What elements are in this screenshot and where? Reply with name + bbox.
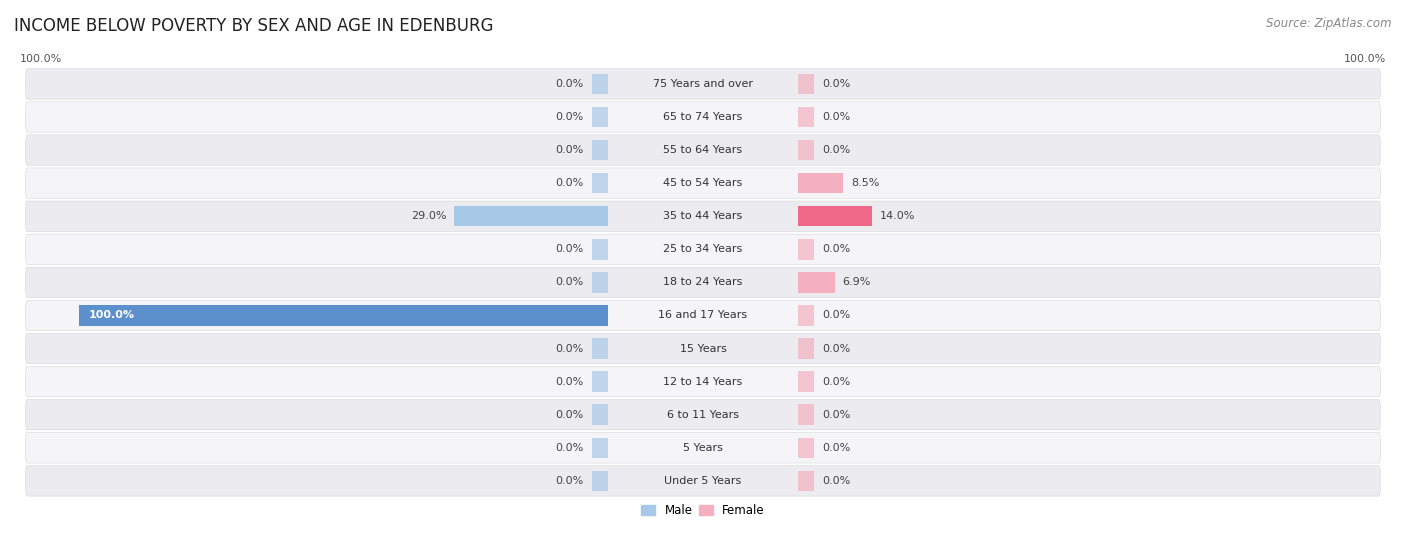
Text: 15 Years: 15 Years: [679, 344, 727, 353]
FancyBboxPatch shape: [25, 234, 1381, 264]
FancyBboxPatch shape: [25, 333, 1381, 364]
Text: 18 to 24 Years: 18 to 24 Years: [664, 277, 742, 287]
Bar: [79, 305, 607, 326]
Text: 0.0%: 0.0%: [555, 244, 583, 254]
Bar: [454, 206, 607, 226]
Text: 45 to 54 Years: 45 to 54 Years: [664, 178, 742, 188]
Text: 0.0%: 0.0%: [555, 443, 583, 453]
Text: 75 Years and over: 75 Years and over: [652, 79, 754, 89]
Text: 0.0%: 0.0%: [823, 377, 851, 387]
Text: 29.0%: 29.0%: [411, 211, 446, 221]
Text: 0.0%: 0.0%: [823, 476, 851, 486]
Text: INCOME BELOW POVERTY BY SEX AND AGE IN EDENBURG: INCOME BELOW POVERTY BY SEX AND AGE IN E…: [14, 17, 494, 35]
Text: 100.0%: 100.0%: [20, 54, 62, 64]
Bar: [592, 338, 607, 359]
Text: 0.0%: 0.0%: [823, 310, 851, 320]
FancyBboxPatch shape: [25, 69, 1381, 99]
Text: 0.0%: 0.0%: [555, 178, 583, 188]
Text: 6 to 11 Years: 6 to 11 Years: [666, 410, 740, 420]
Text: 100.0%: 100.0%: [1344, 54, 1386, 64]
Text: 0.0%: 0.0%: [555, 145, 583, 155]
Bar: [592, 107, 607, 127]
Text: 5 Years: 5 Years: [683, 443, 723, 453]
Legend: Male, Female: Male, Female: [637, 499, 769, 522]
Bar: [799, 173, 844, 193]
Text: 25 to 34 Years: 25 to 34 Years: [664, 244, 742, 254]
Text: 0.0%: 0.0%: [555, 476, 583, 486]
Text: 0.0%: 0.0%: [823, 443, 851, 453]
Bar: [592, 405, 607, 425]
Text: 0.0%: 0.0%: [823, 410, 851, 420]
FancyBboxPatch shape: [25, 201, 1381, 231]
FancyBboxPatch shape: [25, 267, 1381, 297]
Text: 0.0%: 0.0%: [555, 112, 583, 122]
Bar: [799, 471, 814, 491]
Bar: [592, 371, 607, 392]
Text: 16 and 17 Years: 16 and 17 Years: [658, 310, 748, 320]
FancyBboxPatch shape: [25, 366, 1381, 397]
Text: 100.0%: 100.0%: [89, 310, 135, 320]
Text: Under 5 Years: Under 5 Years: [665, 476, 741, 486]
Bar: [799, 107, 814, 127]
Bar: [799, 74, 814, 94]
FancyBboxPatch shape: [25, 102, 1381, 132]
Bar: [592, 140, 607, 160]
Bar: [592, 272, 607, 293]
FancyBboxPatch shape: [25, 135, 1381, 165]
Text: 0.0%: 0.0%: [823, 79, 851, 89]
Bar: [799, 239, 814, 259]
Text: 55 to 64 Years: 55 to 64 Years: [664, 145, 742, 155]
Text: 0.0%: 0.0%: [823, 244, 851, 254]
Text: 0.0%: 0.0%: [823, 112, 851, 122]
Bar: [799, 140, 814, 160]
Text: 12 to 14 Years: 12 to 14 Years: [664, 377, 742, 387]
Text: 0.0%: 0.0%: [555, 79, 583, 89]
Bar: [592, 471, 607, 491]
Text: 0.0%: 0.0%: [823, 344, 851, 353]
Bar: [799, 371, 814, 392]
Text: 0.0%: 0.0%: [555, 410, 583, 420]
Text: 14.0%: 14.0%: [880, 211, 915, 221]
Text: 6.9%: 6.9%: [842, 277, 872, 287]
Bar: [799, 206, 872, 226]
Text: Source: ZipAtlas.com: Source: ZipAtlas.com: [1267, 17, 1392, 30]
Bar: [799, 405, 814, 425]
FancyBboxPatch shape: [25, 466, 1381, 496]
Text: 0.0%: 0.0%: [555, 344, 583, 353]
Bar: [592, 173, 607, 193]
FancyBboxPatch shape: [25, 433, 1381, 463]
Bar: [799, 338, 814, 359]
FancyBboxPatch shape: [25, 168, 1381, 198]
Bar: [799, 305, 814, 326]
Bar: [592, 239, 607, 259]
Text: 0.0%: 0.0%: [555, 377, 583, 387]
Bar: [799, 438, 814, 458]
Bar: [592, 438, 607, 458]
FancyBboxPatch shape: [25, 400, 1381, 430]
Text: 65 to 74 Years: 65 to 74 Years: [664, 112, 742, 122]
Bar: [799, 272, 835, 293]
Text: 35 to 44 Years: 35 to 44 Years: [664, 211, 742, 221]
Text: 0.0%: 0.0%: [555, 277, 583, 287]
Bar: [592, 74, 607, 94]
Text: 8.5%: 8.5%: [851, 178, 880, 188]
FancyBboxPatch shape: [25, 300, 1381, 331]
Text: 0.0%: 0.0%: [823, 145, 851, 155]
